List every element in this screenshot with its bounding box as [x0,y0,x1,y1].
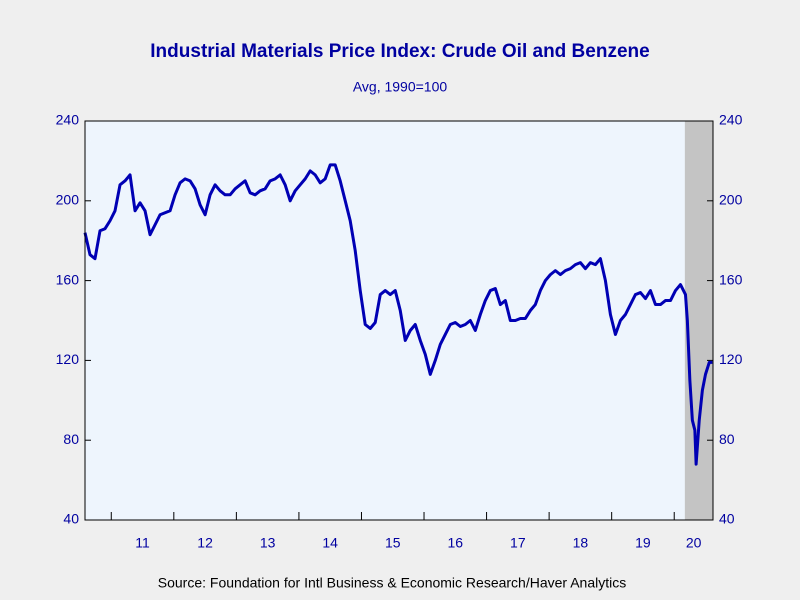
y2-tick-label: 80 [719,431,735,447]
plot-area [85,121,713,520]
y2-tick-label: 160 [719,271,743,287]
x-tick-label: 18 [573,535,589,551]
y-tick-label: 160 [56,271,80,287]
y-tick-label: 200 [56,192,80,208]
x-tick-label: 15 [385,535,401,551]
x-tick-label: 19 [635,535,651,551]
x-tick-label: 11 [135,535,150,551]
data-line [83,163,713,466]
x-tick-label: 17 [510,535,526,551]
recession-shade [684,121,713,520]
x-tick-label: 16 [448,535,464,551]
x-tick-label: 13 [260,535,276,551]
plot-frame [84,120,714,521]
y2-tick-label: 40 [719,511,735,527]
y2-tick-label: 240 [719,112,743,128]
y-tick-label: 120 [56,351,80,367]
source-note: Source: Foundation for Intl Business & E… [158,575,626,591]
y-tick-label: 80 [63,431,79,447]
x-tick-label: 20 [686,535,702,551]
x-tick-label: 12 [197,535,213,551]
y2-tick-label: 200 [719,192,743,208]
x-tick-label: 14 [322,535,338,551]
chart-subtitle: Avg, 1990=100 [353,79,448,95]
y-tick-label: 40 [63,511,79,527]
y-tick-label: 240 [56,112,80,128]
y2-tick-label: 120 [719,351,743,367]
chart-title: Industrial Materials Price Index: Crude … [150,41,649,62]
